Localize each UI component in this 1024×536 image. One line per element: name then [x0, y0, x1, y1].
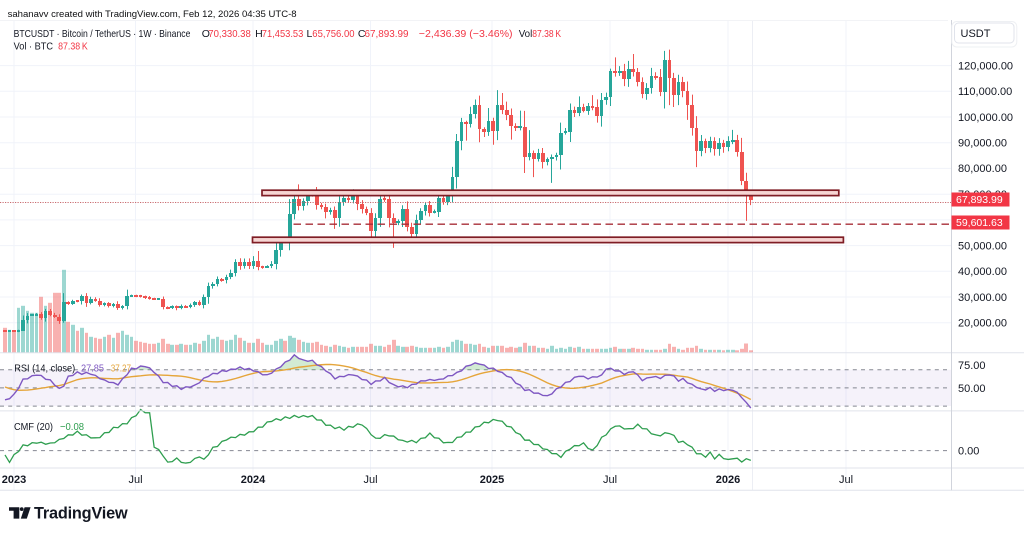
svg-text:110,000.00: 110,000.00 [958, 86, 1012, 98]
svg-text:50.00: 50.00 [958, 383, 986, 395]
svg-text:Jul: Jul [603, 474, 617, 486]
svg-text:H: H [255, 28, 263, 40]
svg-text:67,893.99: 67,893.99 [365, 28, 409, 40]
svg-text:65,756.00: 65,756.00 [312, 28, 354, 40]
svg-text:120,000.00: 120,000.00 [958, 60, 1013, 72]
svg-text:O: O [202, 28, 210, 40]
svg-text:Vol · BTC: Vol · BTC [14, 40, 54, 52]
svg-text:2026: 2026 [716, 474, 740, 486]
svg-text:27.85: 27.85 [81, 363, 104, 375]
svg-text:2025: 2025 [480, 474, 504, 486]
svg-text:2024: 2024 [241, 474, 266, 486]
svg-text:87.38 K: 87.38 K [532, 28, 561, 40]
svg-text:37.27: 37.27 [111, 363, 131, 375]
svg-text:USDT: USDT [961, 28, 991, 40]
svg-text:0.00: 0.00 [958, 445, 979, 457]
svg-text:RSI (14, close): RSI (14, close) [14, 363, 75, 375]
svg-text:59,601.63: 59,601.63 [956, 217, 1003, 229]
svg-text:20,000.00: 20,000.00 [958, 318, 1007, 330]
svg-text:Jul: Jul [128, 474, 142, 486]
svg-text:CMF (20): CMF (20) [14, 421, 53, 433]
svg-text:67,893.99: 67,893.99 [956, 194, 1003, 206]
svg-text:75.00: 75.00 [958, 360, 986, 372]
svg-text:71,453.53: 71,453.53 [262, 28, 304, 40]
svg-text:87.38 K: 87.38 K [58, 40, 88, 52]
svg-text:90,000.00: 90,000.00 [958, 138, 1007, 150]
svg-text:TradingView: TradingView [34, 505, 128, 523]
svg-text:100,000.00: 100,000.00 [958, 112, 1013, 124]
svg-text:BTCUSDT · Bitcoin / TetherUS ·: BTCUSDT · Bitcoin / TetherUS · 1W · Bina… [14, 28, 191, 40]
svg-text:−0.08: −0.08 [60, 421, 84, 433]
svg-text:70,330.38: 70,330.38 [208, 28, 251, 40]
svg-text:30,000.00: 30,000.00 [958, 292, 1007, 304]
svg-text:sahanavv created with TradingV: sahanavv created with TradingView.com, F… [8, 9, 297, 20]
svg-text:Vol: Vol [519, 28, 533, 40]
svg-text:Jul: Jul [839, 474, 853, 486]
svg-text:−2,436.39 (−3.46%): −2,436.39 (−3.46%) [419, 28, 513, 40]
svg-text:L: L [307, 28, 313, 40]
svg-text:40,000.00: 40,000.00 [958, 266, 1007, 278]
svg-text:Jul: Jul [363, 474, 377, 486]
svg-text:80,000.00: 80,000.00 [958, 163, 1007, 175]
svg-text:50,000.00: 50,000.00 [958, 240, 1007, 252]
svg-text:2023: 2023 [2, 474, 26, 486]
svg-text:C: C [358, 28, 366, 40]
